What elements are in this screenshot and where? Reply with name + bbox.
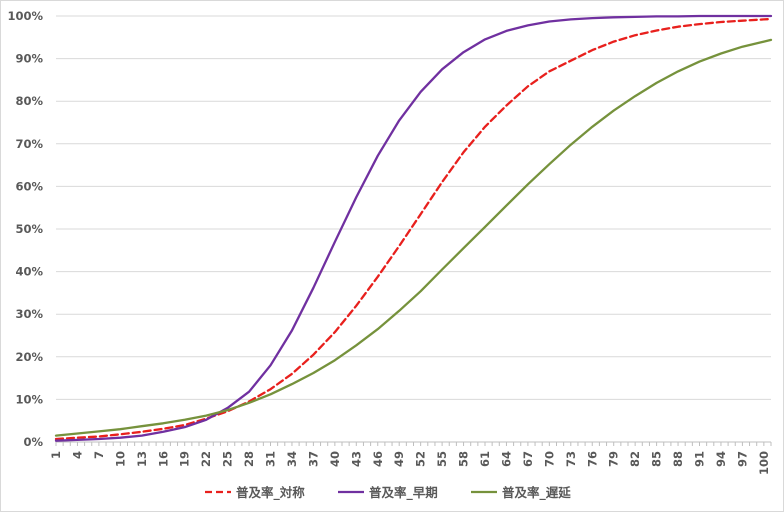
x-axis: 1 4 7 10 13 16 19 22 25 28 31 34 37 40 43 46 49 52 55 58 61 6… (49, 441, 772, 475)
y-tick-label: 70% (15, 137, 43, 151)
x-tick-label: 55 (435, 451, 449, 467)
x-tick-label: 97 (735, 451, 749, 467)
legend-label-1: 普及率_対称 (236, 485, 305, 501)
x-tick-label: 88 (671, 451, 685, 467)
y-tick-label: 30% (15, 307, 43, 321)
legend-label-3: 普及率_遅延 (502, 485, 571, 501)
y-tick-label: 0% (23, 435, 43, 449)
x-tick-label: 52 (414, 451, 428, 467)
x-tick-label: 7 (92, 451, 106, 459)
y-axis: 0% 10% 20% 30% 40% 50% 60% 70% 80% 90% 100% (7, 9, 43, 449)
legend: 普及率_対称 普及率_早期 普及率_遅延 (205, 485, 571, 501)
x-tick-label: 79 (607, 451, 621, 467)
series-layer (54, 14, 773, 442)
x-tick-label: 73 (564, 451, 578, 467)
legend-label-2: 普及率_早期 (369, 485, 438, 501)
x-tick-label: 46 (371, 451, 385, 467)
x-tick-label: 10 (113, 451, 127, 467)
x-tick-label: 37 (306, 451, 320, 467)
x-tick-label: 13 (135, 451, 149, 467)
x-tick-label: 100 (757, 451, 771, 475)
y-tick-label: 10% (15, 392, 43, 406)
x-tick-label: 64 (499, 451, 513, 467)
series-line-2 (54, 14, 773, 442)
series-line-3 (54, 38, 773, 437)
x-tick-label: 40 (328, 451, 342, 467)
y-tick-label: 100% (7, 9, 43, 23)
y-tick-label: 60% (15, 179, 43, 193)
x-tick-label: 61 (478, 451, 492, 467)
x-tick-label: 94 (714, 451, 728, 467)
x-tick-label: 1 (49, 451, 63, 459)
x-tick-label: 4 (70, 451, 84, 459)
grid-lines (56, 15, 771, 400)
y-tick-label: 50% (15, 222, 43, 236)
x-tick-label: 70 (542, 451, 556, 467)
x-tick-label: 31 (264, 451, 278, 467)
x-tick-label: 67 (521, 451, 535, 467)
y-tick-label: 20% (15, 350, 43, 364)
x-tick-label: 28 (242, 451, 256, 467)
x-tick-label: 82 (628, 451, 642, 467)
y-tick-label: 40% (15, 265, 43, 279)
x-tick-label: 19 (178, 451, 192, 467)
y-tick-label: 80% (15, 94, 43, 108)
x-tick-label: 43 (349, 451, 363, 467)
y-tick-label: 90% (15, 52, 43, 66)
x-tick-label: 34 (285, 451, 299, 467)
series-line-1 (54, 17, 773, 441)
x-tick-label: 49 (392, 451, 406, 467)
x-tick-label: 58 (457, 451, 471, 467)
x-tick-label: 22 (199, 451, 213, 467)
x-tick-label: 16 (156, 451, 170, 467)
x-tick-label: 91 (693, 451, 707, 467)
x-tick-label: 85 (650, 451, 664, 467)
x-tick-label: 25 (221, 451, 235, 467)
x-tick-label: 76 (585, 451, 599, 467)
